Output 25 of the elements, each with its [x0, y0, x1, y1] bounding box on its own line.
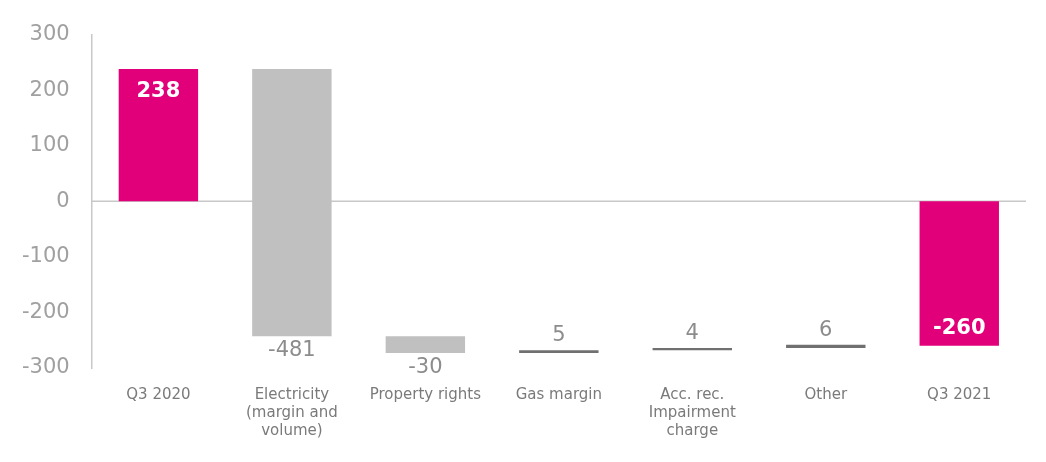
bar — [385, 336, 466, 353]
data-label: 6 — [819, 316, 833, 341]
y-tick-label: 100 — [29, 132, 70, 157]
bar — [919, 201, 999, 346]
data-label: -30 — [408, 353, 443, 378]
data-label: 5 — [552, 322, 566, 347]
x-tick-label: Q3 2020 — [126, 384, 191, 403]
y-tick-label: 300 — [29, 21, 70, 46]
bar — [519, 350, 599, 353]
x-tick-label: Electricity (margin and volume) — [246, 384, 338, 439]
data-label: -481 — [268, 337, 316, 362]
y-tick-label: -200 — [21, 298, 70, 323]
x-tick-label: Property rights — [369, 384, 482, 403]
x-tick-label: Q3 2021 — [927, 384, 992, 403]
y-tick-label: 200 — [29, 76, 70, 101]
data-label: 4 — [685, 319, 699, 344]
x-tick-label: Acc. rec. Impairment charge — [648, 384, 736, 439]
y-tick-label: 0 — [56, 187, 70, 212]
x-tick-label: Gas margin — [515, 384, 602, 403]
data-label: 238 — [136, 78, 181, 103]
x-tick-label: Other — [804, 384, 848, 403]
y-tick-label: -100 — [21, 243, 70, 268]
bar — [118, 69, 199, 202]
y-tick-label: -300 — [21, 354, 70, 379]
data-label: -260 — [932, 314, 986, 339]
